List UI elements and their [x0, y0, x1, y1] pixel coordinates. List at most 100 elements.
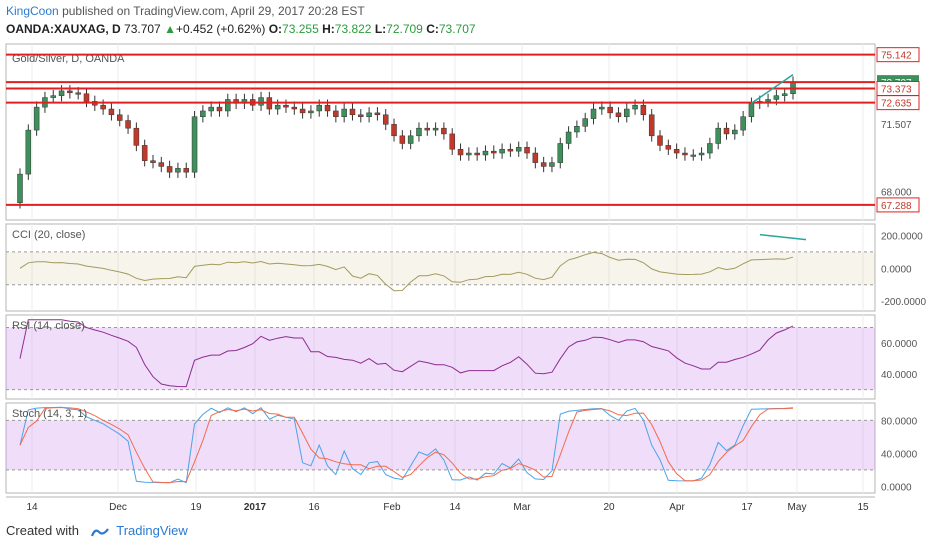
rsi-axis-label: 60.0000 — [881, 339, 918, 350]
publish-line: KingCoon published on TradingView.com, A… — [6, 4, 365, 18]
x-tick-label: 17 — [741, 502, 753, 513]
candle-body — [574, 126, 580, 133]
candle-body — [657, 135, 663, 146]
cci-axis-label: 0.0000 — [881, 264, 912, 275]
pane-stoch — [5, 402, 876, 494]
up-arrow-icon: ▲ — [164, 22, 176, 36]
candle-body — [416, 127, 422, 137]
cci-axis-label: 200.0000 — [881, 231, 923, 242]
candle-body — [624, 108, 630, 117]
candle-body — [673, 148, 680, 154]
cci-line — [19, 251, 794, 292]
price-change: +0.452 (+0.62%) — [175, 22, 266, 36]
x-tick-label: 15 — [857, 502, 869, 513]
symbol-line: OANDA:XAUXAG, D 73.707 ▲+0.452 (+0.62%) … — [6, 22, 476, 36]
footer: Created with TradingView — [6, 523, 188, 538]
rsi-label: RSI (14, close) — [12, 320, 85, 332]
candle-body — [17, 173, 23, 204]
candle-body — [299, 108, 306, 114]
open-value: 73.255 — [282, 22, 319, 36]
candle-body — [532, 152, 539, 163]
last-price: 73.707 — [124, 22, 161, 36]
candle-body — [274, 104, 281, 110]
cci-axis-label: -200.0000 — [881, 297, 926, 308]
symbol-name: OANDA:XAUXAG, D — [6, 22, 121, 36]
pane-main — [5, 43, 876, 221]
candle-body — [175, 168, 181, 173]
author-link[interactable]: KingCoon — [6, 4, 59, 18]
x-tick-label: 14 — [449, 502, 461, 513]
candle-body — [399, 135, 406, 144]
stoch-label: Stoch (14, 3, 1) — [12, 408, 87, 420]
candle-body — [125, 120, 131, 129]
candle-body — [116, 114, 123, 121]
candle-body — [333, 110, 339, 117]
stoch-axis-label: 80.0000 — [881, 416, 918, 427]
candle-body — [732, 129, 738, 135]
candle-body — [457, 148, 464, 156]
rsi-line — [19, 319, 794, 388]
candle-body — [349, 108, 356, 116]
x-tick-label: Feb — [383, 502, 401, 513]
low-value: 72.709 — [386, 22, 423, 36]
x-tick-label: 19 — [190, 502, 202, 513]
candle-body — [33, 106, 40, 131]
candle-body — [141, 145, 148, 161]
candle-body — [565, 131, 572, 144]
chart-title: Gold/Silver, D, OANDA — [12, 53, 125, 65]
candle-body — [648, 114, 655, 137]
tradingview-brand[interactable]: TradingView — [116, 523, 188, 538]
candle-body — [50, 95, 56, 98]
candle-body — [707, 143, 713, 154]
tradingview-logo-icon — [90, 527, 109, 536]
candle-body — [590, 108, 597, 119]
x-tick-label: Dec — [109, 502, 127, 513]
open-label: O: — [268, 22, 283, 36]
candle-body — [432, 127, 439, 131]
candle-body — [698, 152, 705, 156]
candle-body — [740, 116, 746, 131]
candle-body — [67, 90, 73, 94]
candle-body — [208, 106, 214, 112]
candle-body — [58, 90, 65, 96]
candle-body — [499, 148, 505, 154]
candle-body — [166, 166, 173, 173]
candle-body — [748, 103, 755, 117]
candle-body — [540, 162, 547, 167]
stoch-axis-label: 40.0000 — [881, 449, 918, 460]
candle-body — [25, 129, 32, 175]
candle-body — [225, 99, 231, 112]
close-label: C: — [426, 22, 439, 36]
candle-body — [632, 104, 638, 110]
price-axis-label: 71.507 — [881, 120, 912, 131]
candle-body — [283, 104, 289, 108]
price-axis-label: 68.000 — [881, 187, 912, 198]
x-tick-label: 16 — [308, 502, 320, 513]
candle-body — [108, 108, 115, 116]
candle-body — [183, 168, 189, 173]
pane-rsi — [5, 314, 876, 400]
candle-body — [491, 150, 497, 154]
price-label-box — [876, 197, 920, 213]
x-tick-label: 14 — [26, 502, 38, 513]
candle-body — [607, 106, 613, 114]
candle-body — [549, 162, 555, 167]
candle-body — [449, 133, 455, 150]
candle-body — [781, 93, 788, 96]
price-label-box — [876, 95, 920, 111]
candle-body — [723, 127, 730, 135]
cci-label: CCI (20, close) — [12, 229, 85, 241]
chart-area[interactable]: 14 Dec 19 2017 16 Feb 14 Mar 20 Apr 17 May 15 Gold/Si… — [0, 40, 932, 518]
candle-body — [191, 116, 198, 173]
x-tick-label: Apr — [669, 502, 685, 513]
high-label: H: — [322, 22, 335, 36]
candle-body — [316, 104, 322, 112]
candle-body — [599, 106, 605, 110]
candle-body — [407, 135, 414, 144]
candle-body — [715, 127, 721, 144]
low-label: L: — [374, 22, 387, 36]
candle-body — [83, 93, 90, 102]
x-tick-label: May — [788, 502, 807, 513]
pane-cci — [5, 223, 876, 312]
candle-body — [150, 160, 156, 163]
